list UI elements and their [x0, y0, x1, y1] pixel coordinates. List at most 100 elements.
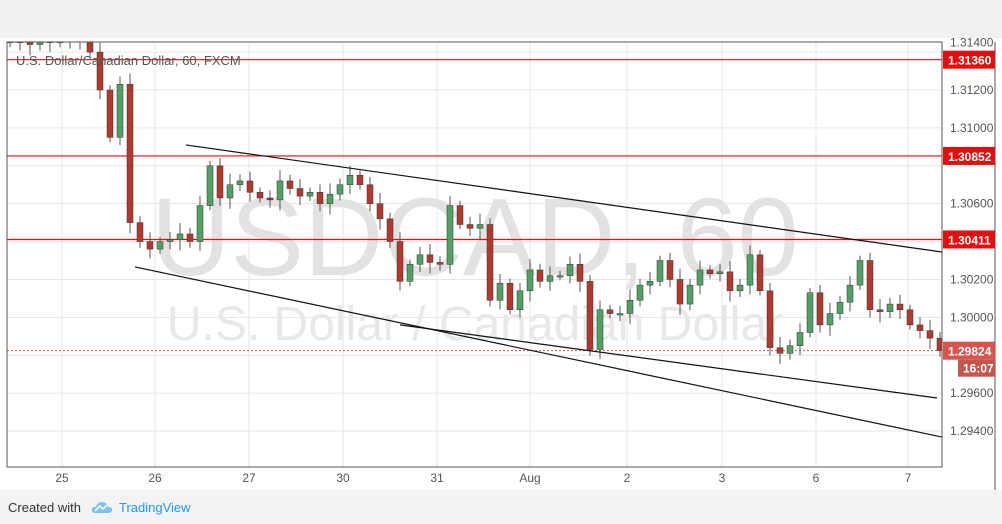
candle-body	[86, 42, 94, 53]
candle-body	[356, 174, 364, 185]
candle-body	[67, 39, 73, 41]
chart-title: U.S. Dollar/Canadian Dollar, 60, FXCM	[16, 53, 241, 68]
candle-body	[116, 84, 124, 138]
candle-body	[186, 233, 194, 242]
candle-body	[566, 264, 574, 276]
candle-body	[366, 184, 374, 204]
y-tick-label: 1.31200	[950, 83, 994, 97]
candle-body	[166, 239, 174, 242]
x-tick-label: 6	[813, 471, 820, 485]
level-price-label: 1.30411	[948, 233, 991, 247]
candle-body	[536, 269, 544, 282]
candle-body	[676, 279, 684, 305]
candle-body	[476, 224, 484, 229]
footer: Created with TradingView	[0, 490, 1002, 524]
last-price-label: 1.29824	[948, 345, 992, 359]
candle-body	[856, 260, 864, 286]
candle-body	[906, 309, 914, 326]
candle-body	[26, 42, 34, 45]
level-price-label: 1.31360	[948, 54, 992, 68]
candle-body	[156, 241, 164, 250]
candle-body	[826, 313, 834, 326]
candle-body	[516, 290, 524, 311]
candle-body	[256, 192, 264, 199]
candle-body	[306, 192, 314, 197]
x-tick-label: 2	[624, 471, 631, 485]
x-tick-label: 26	[148, 471, 162, 485]
candle-body	[886, 303, 894, 312]
candle-body	[126, 84, 134, 223]
candle-body	[326, 193, 334, 204]
level-price-tag	[943, 50, 995, 69]
candle-body	[546, 275, 554, 282]
y-tick-label: 1.29600	[950, 386, 994, 400]
candle-body	[226, 184, 234, 199]
candle-body	[446, 205, 454, 265]
candle-body	[136, 222, 144, 242]
candle-body	[206, 165, 214, 206]
candle-body	[816, 292, 824, 326]
y-tick-label: 1.31400	[950, 36, 994, 50]
candle-body	[606, 309, 614, 314]
y-tick-label: 1.30600	[950, 197, 994, 211]
candle-body	[656, 260, 664, 282]
candle-body	[716, 271, 724, 275]
candle-body	[496, 282, 504, 301]
candle-body	[266, 197, 274, 201]
candle-body	[396, 241, 404, 282]
candle-body	[77, 37, 83, 39]
candle-body	[726, 271, 734, 292]
candle-body	[316, 192, 324, 204]
x-tick-label: 25	[55, 471, 69, 485]
y-tick-label: 1.30000	[950, 310, 994, 324]
candle-body	[436, 262, 444, 265]
candle-body	[106, 89, 114, 138]
candle-body	[686, 284, 694, 305]
candle-body	[336, 184, 344, 195]
candle-body	[176, 233, 184, 240]
trend-line	[399, 324, 938, 399]
x-tick-label: 7	[905, 471, 912, 485]
candle-body	[506, 282, 514, 311]
plot-border	[6, 41, 943, 468]
price-chart[interactable]: USDCAD, 60U.S. Dollar / Canadian DollarU…	[0, 0, 1002, 490]
candle-body	[756, 254, 764, 292]
candle-body	[196, 205, 204, 242]
candle-body	[916, 324, 924, 331]
candle-body	[486, 224, 494, 301]
tradingview-link[interactable]: TradingView	[118, 499, 191, 515]
candle-body	[786, 345, 794, 354]
y-tick-label: 1.30200	[950, 272, 994, 286]
countdown-tag	[958, 359, 995, 377]
candle-body	[746, 254, 754, 286]
candle-body	[586, 281, 594, 350]
created-with-label: Created with	[8, 499, 81, 515]
candle-body	[796, 332, 804, 346]
countdown-label: 16:07	[963, 362, 994, 376]
candle-body	[526, 269, 534, 292]
candle-body	[776, 347, 784, 354]
candle-body	[696, 269, 704, 286]
candle-body	[456, 205, 464, 225]
candle-body	[376, 203, 384, 220]
candle-body	[276, 180, 284, 201]
x-tick-label: 3	[719, 471, 726, 485]
trend-line	[134, 266, 942, 438]
level-price-label: 1.30852	[948, 150, 992, 164]
candle-body	[386, 218, 394, 242]
candle-body	[36, 42, 44, 45]
y-tick-label: 1.31000	[950, 121, 994, 135]
candle-body	[596, 309, 604, 350]
candle-body	[576, 264, 584, 282]
candle-body	[286, 180, 294, 189]
candle-body	[296, 188, 304, 197]
x-tick-label: Aug	[519, 471, 540, 485]
candle-body	[146, 241, 154, 250]
candle-body	[626, 300, 634, 314]
x-tick-label: 31	[430, 471, 444, 485]
candle-body	[556, 275, 564, 278]
candle-body	[806, 292, 814, 333]
candle-body	[706, 269, 714, 275]
candle-body	[736, 284, 744, 292]
candle-body	[236, 180, 244, 185]
